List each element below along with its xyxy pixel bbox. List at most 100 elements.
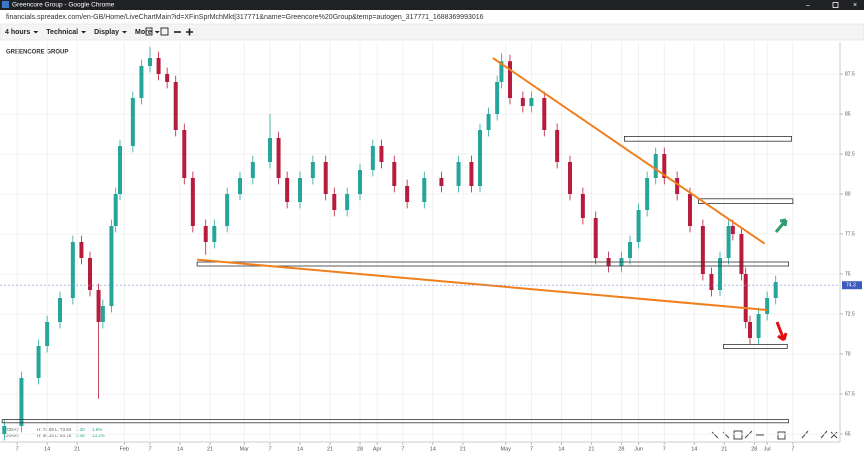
x-tick-label: 7	[663, 446, 666, 452]
candle-body	[555, 130, 560, 162]
candle-body	[148, 58, 152, 66]
x-tick-label: Apr	[373, 446, 382, 452]
last-price-box	[842, 281, 862, 290]
candle-body	[520, 98, 525, 106]
candle-body	[96, 290, 101, 322]
open-icon[interactable]	[145, 27, 153, 36]
candle-body	[645, 178, 650, 210]
x-tick-label: May	[501, 446, 512, 452]
y-tick-label: 75	[845, 271, 851, 277]
candle-body	[156, 58, 161, 74]
candle-body	[486, 114, 491, 130]
candle-body	[285, 178, 290, 202]
candle-body	[508, 61, 512, 98]
candle-body	[345, 194, 350, 210]
dropdown-caret	[33, 31, 39, 34]
candle-body	[212, 226, 217, 242]
zone-box	[624, 135, 792, 142]
last-price-label: 74.3	[846, 283, 856, 289]
title-bar	[0, 0, 864, 10]
toolbar-menu[interactable]: 4 hours	[5, 29, 30, 36]
x-tick-label: Jul	[764, 446, 771, 452]
toolbar-menu[interactable]: Display	[94, 29, 119, 36]
x-tick-label: Feb	[120, 446, 129, 452]
candle-body	[405, 186, 410, 202]
x-tick-label: 14	[430, 446, 436, 452]
trendline	[197, 258, 768, 311]
drawing-tools	[711, 430, 838, 440]
candle-body	[478, 130, 482, 186]
candle-body	[730, 226, 735, 234]
y-tick-label: 77.5	[845, 231, 855, 237]
x-tick-label: 14	[177, 446, 183, 452]
tool-grid[interactable]	[733, 430, 743, 440]
zone-box	[1, 419, 789, 424]
candle-body	[358, 170, 362, 194]
x-tick-label: 21	[207, 446, 213, 452]
candle-body	[182, 130, 187, 178]
candle-body	[298, 178, 302, 202]
save-icon[interactable]	[160, 27, 169, 36]
maximize[interactable]	[832, 2, 839, 8]
zone-box	[196, 261, 789, 267]
address-bar	[0, 10, 864, 24]
candle-body	[542, 98, 547, 130]
x-tick-label: 7	[148, 446, 151, 452]
zoom-in[interactable]	[186, 28, 193, 36]
x-tick-label: 14	[558, 446, 564, 452]
candle-body	[743, 274, 748, 322]
candle-body	[739, 234, 744, 274]
candle-body	[700, 226, 705, 274]
candle-body	[276, 138, 281, 178]
candle-body	[529, 98, 534, 106]
x-tick-label: 14	[44, 446, 50, 452]
candle-body	[310, 162, 315, 178]
info-text: 13.2%	[92, 433, 105, 438]
candle-body	[688, 194, 692, 226]
x-tick-label: 21	[74, 446, 80, 452]
candle-body	[379, 146, 384, 162]
dropdown-caret	[81, 31, 87, 34]
candle-body	[748, 322, 752, 338]
dropdown-caret	[121, 31, 127, 34]
candle-body	[628, 242, 632, 258]
candle-body	[2, 426, 7, 434]
x-tick-label: 14	[297, 446, 303, 452]
x-tick-label: 21	[460, 446, 466, 452]
candle-body	[439, 178, 444, 186]
close[interactable]: ×	[853, 2, 857, 9]
candle-body	[58, 298, 62, 322]
candle-body	[190, 178, 195, 226]
x-tick-label: 7	[791, 446, 794, 452]
y-tick-label: 70	[845, 351, 851, 357]
candle-body	[130, 98, 135, 146]
info-text: H: 74.80	[37, 427, 55, 432]
toolbar-menu[interactable]: Technical	[46, 29, 78, 36]
tool-line[interactable]	[711, 431, 719, 439]
favicon	[2, 1, 9, 8]
candle-body	[773, 282, 778, 298]
candle-body	[370, 146, 375, 170]
candle-body	[568, 162, 572, 194]
zone-box	[698, 198, 794, 205]
trendline	[492, 57, 766, 245]
candle-body	[675, 178, 680, 194]
y-tick-label: 80	[845, 191, 851, 197]
candle-body	[109, 226, 114, 306]
minimize[interactable]: –	[806, 2, 810, 9]
candle-body	[593, 218, 598, 258]
url[interactable]: financials.spreadex.com/en-GB/Home/LiveC…	[6, 14, 484, 21]
candle-body	[469, 162, 474, 186]
candle-body	[392, 162, 397, 186]
candle-body	[499, 61, 504, 82]
toolbar-menu[interactable]: More	[135, 29, 152, 36]
info-text: CHART	[4, 433, 20, 438]
candle-body	[165, 74, 170, 82]
tool-delete[interactable]	[830, 431, 838, 439]
candle-body	[100, 306, 105, 322]
x-tick-label: 7	[530, 446, 533, 452]
candle-body	[422, 178, 427, 202]
tool-rect[interactable]	[777, 431, 786, 440]
info-text: TODAY	[4, 427, 19, 432]
